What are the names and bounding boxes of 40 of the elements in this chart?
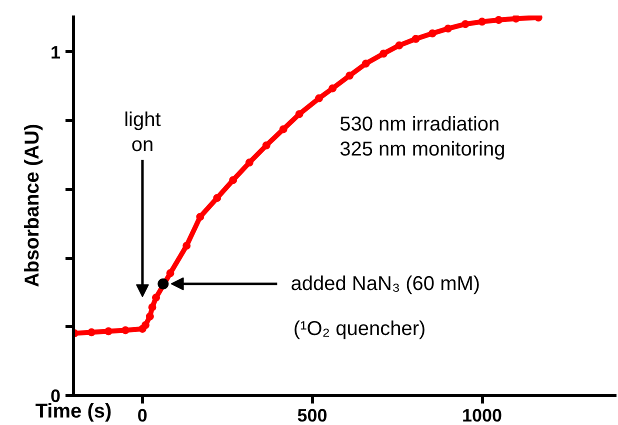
point — [478, 18, 486, 26]
point — [279, 125, 288, 134]
point — [328, 84, 337, 92]
point — [196, 212, 204, 221]
point — [534, 16, 542, 22]
annotation: light on — [124, 108, 162, 156]
point — [461, 20, 470, 28]
y-tick-label: 1 — [50, 42, 61, 62]
annotation: (¹O₂ quencher) — [293, 318, 426, 340]
point — [152, 294, 160, 302]
point — [148, 303, 156, 312]
x-tick-label: 0 — [137, 406, 148, 425]
point — [262, 141, 270, 150]
point — [182, 242, 191, 250]
x-tick-label: 500 — [297, 406, 328, 425]
point — [158, 278, 169, 290]
point — [245, 158, 254, 167]
annotation: added NaN₃ (60 mM) — [290, 272, 480, 295]
point — [512, 16, 520, 23]
point — [380, 50, 388, 58]
point — [315, 94, 324, 102]
point — [166, 269, 174, 278]
y-axis-title: Absorbance (AU) — [21, 124, 44, 288]
point — [88, 328, 96, 336]
point — [346, 72, 354, 80]
point — [104, 327, 112, 336]
point — [295, 110, 304, 118]
point — [494, 16, 503, 24]
point — [444, 24, 452, 33]
point — [362, 60, 370, 68]
annotation: 530 nm irradiation 325 nm monitoring — [340, 113, 506, 161]
point — [428, 29, 436, 38]
x-tick-label: 1000 — [462, 406, 502, 425]
point — [395, 41, 404, 50]
point — [141, 321, 150, 330]
point — [213, 194, 222, 202]
point — [412, 34, 420, 43]
point — [229, 176, 238, 184]
point — [146, 312, 154, 320]
point — [121, 326, 130, 334]
